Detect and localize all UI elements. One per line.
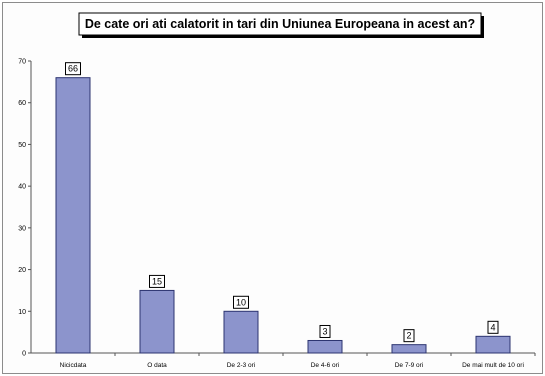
y-tick-label: 0 <box>22 351 26 358</box>
category-label: De mai mult de 10 ori <box>462 362 524 369</box>
bars-layer <box>55 77 511 354</box>
bar <box>475 335 511 354</box>
chart-title-box: De cate ori ati calatorit in tari din Un… <box>78 12 484 38</box>
category-label: De 2-3 ori <box>227 362 256 369</box>
bar <box>391 344 427 354</box>
bar <box>223 310 259 354</box>
y-tick-label: 20 <box>18 267 26 274</box>
category-label: Nicicdata <box>60 362 87 369</box>
data-label: 10 <box>236 297 246 307</box>
data-label: 15 <box>152 276 162 286</box>
category-labels-layer: Nicicdata O data De 2-3 ori De 4-6 ori De 7-… <box>60 362 524 369</box>
y-axis-ticks: 0 10 20 30 40 50 60 70 <box>18 59 31 358</box>
data-labels-layer: 66 15 10 3 2 4 <box>65 62 499 343</box>
y-tick-label: 30 <box>18 225 26 232</box>
y-tick-label: 50 <box>18 142 26 149</box>
data-label-box <box>65 62 81 76</box>
data-label: 3 <box>322 326 327 336</box>
data-label: 4 <box>490 322 495 332</box>
chart-title-border <box>78 12 482 36</box>
y-tick-label: 60 <box>18 100 26 107</box>
category-label: De 4-6 ori <box>311 362 340 369</box>
chart-axes <box>30 61 536 356</box>
bar <box>139 289 175 354</box>
data-label: 66 <box>68 64 78 74</box>
data-label-box <box>149 274 165 288</box>
data-label-box <box>403 329 415 343</box>
bar <box>55 77 91 354</box>
data-label-box <box>319 324 331 338</box>
data-label-box <box>233 295 249 309</box>
data-label: 2 <box>406 331 411 341</box>
category-label: O data <box>147 362 167 369</box>
bar <box>307 339 343 354</box>
bar-chart: De cate ori ati calatorit in tari din Un… <box>18 12 536 369</box>
y-tick-label: 70 <box>18 59 26 66</box>
data-label-box <box>487 320 499 334</box>
y-tick-label: 40 <box>18 184 26 191</box>
category-label: De 7-9 ori <box>395 362 424 369</box>
y-tick-label: 10 <box>18 309 26 316</box>
chart-title: De cate ori ati calatorit in tari din Un… <box>85 17 475 31</box>
